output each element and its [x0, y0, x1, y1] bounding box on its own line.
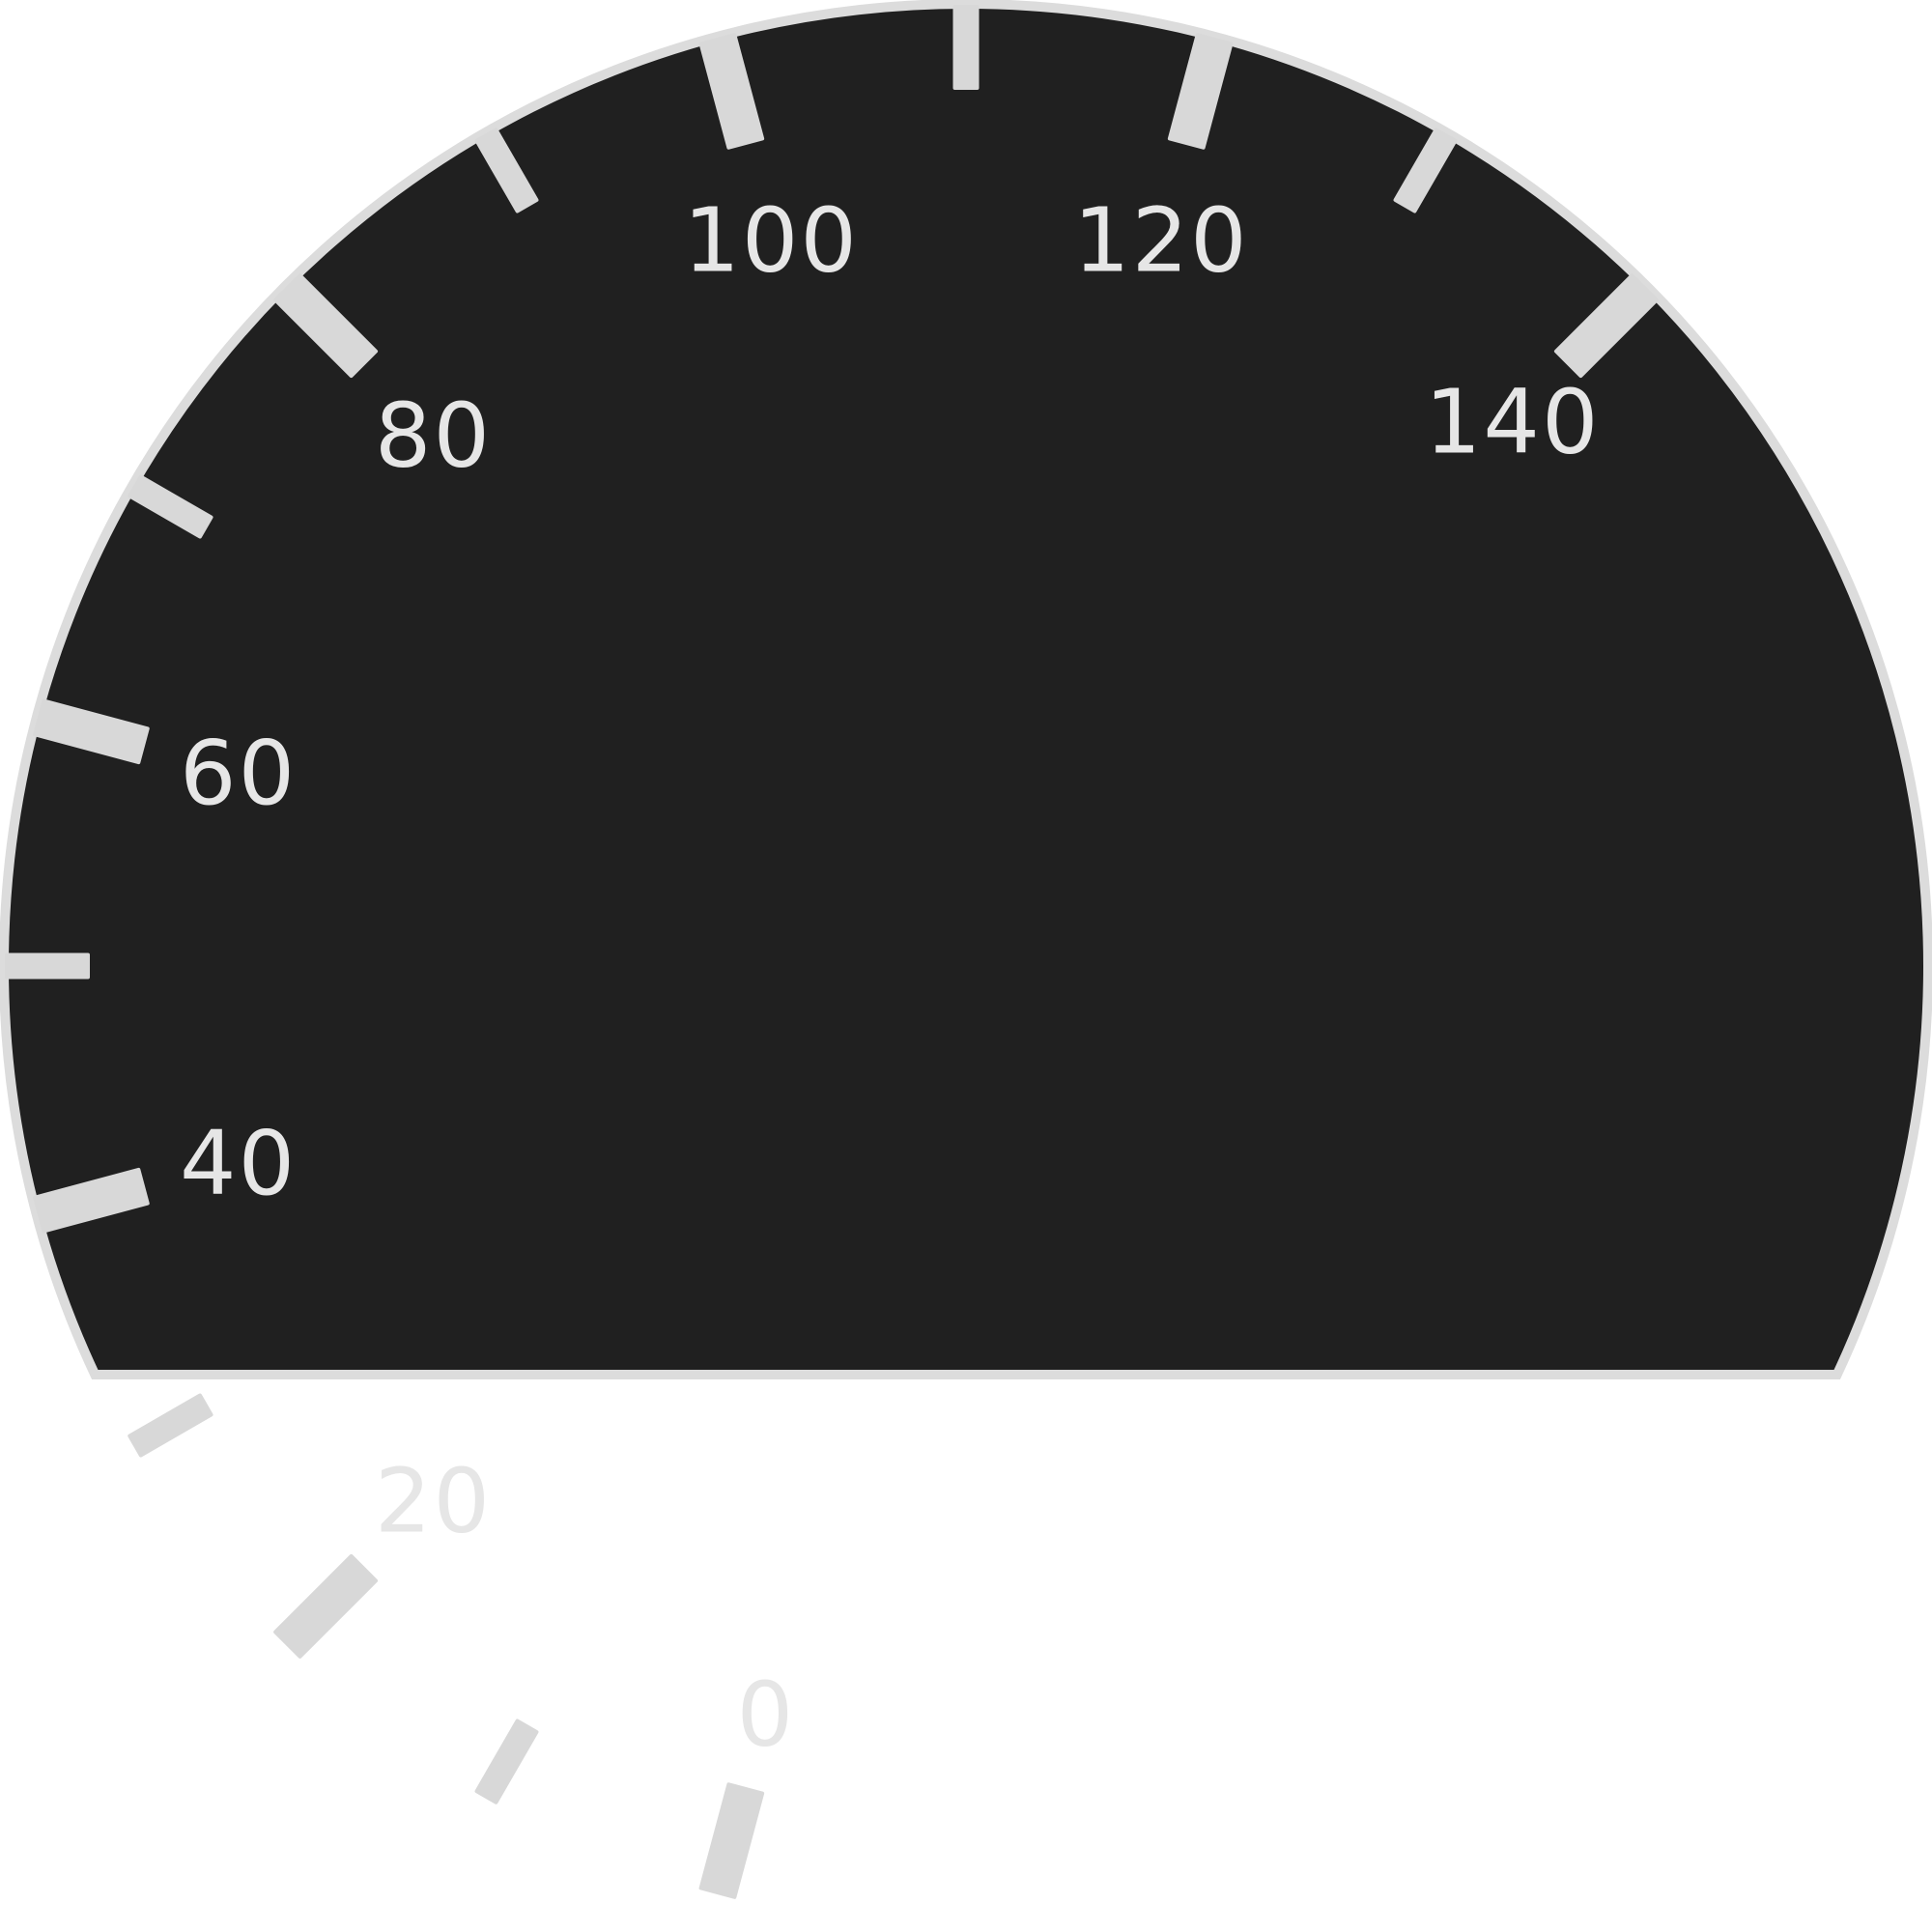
major-tick-80: [273, 273, 379, 379]
minor-tick-90: [474, 128, 539, 213]
major-tick-20: [273, 1553, 379, 1659]
scale-label-20: 20: [375, 1450, 492, 1553]
major-tick-60: [33, 698, 150, 765]
scale-label-120: 120: [1073, 189, 1249, 293]
minor-tick-50: [5, 952, 90, 980]
scale-label-60: 60: [180, 722, 297, 825]
minor-tick-10: [474, 1719, 539, 1804]
gauge-face: [0, 0, 1932, 1379]
major-tick-40: [33, 1167, 150, 1234]
tick-marks: [5, 5, 1659, 1899]
minor-tick-130: [1393, 128, 1458, 213]
major-tick-100: [698, 33, 765, 150]
minor-tick-30: [128, 1393, 213, 1458]
major-tick-120: [1167, 33, 1234, 150]
scale-label-100: 100: [683, 189, 859, 293]
major-tick-140: [1553, 273, 1659, 379]
scale-labels: 0 20 40 60 80 100 120 140: [180, 189, 1601, 1767]
scale-label-140: 140: [1425, 370, 1601, 473]
major-tick-0: [698, 1782, 765, 1899]
scale-label-0: 0: [737, 1663, 796, 1767]
scale-label-80: 80: [375, 384, 492, 487]
scale-label-40: 40: [180, 1112, 297, 1215]
minor-tick-110: [952, 5, 980, 90]
minor-tick-70: [128, 474, 213, 539]
